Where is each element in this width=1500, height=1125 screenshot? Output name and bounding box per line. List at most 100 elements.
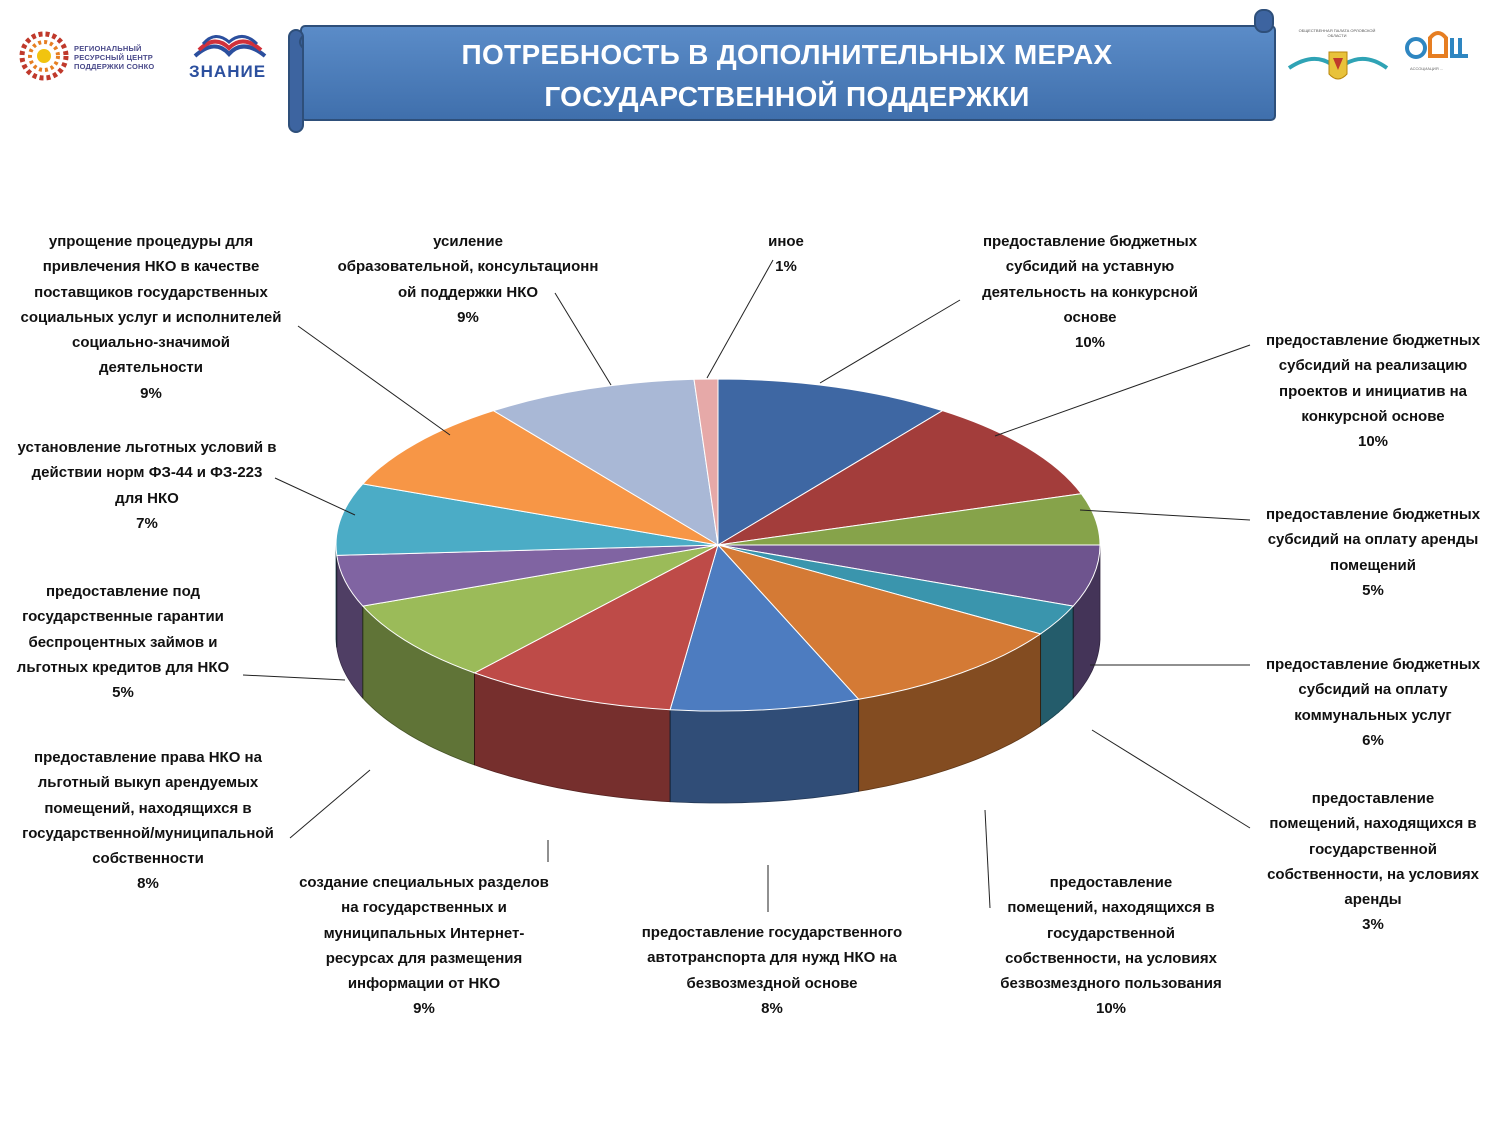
slice-label-9: предоставление под государственные гарант…	[0, 579, 248, 705]
slice-label-8: предоставление права НКО на льготный выку…	[0, 745, 298, 897]
slice-label-text: безвозмездного пользования	[1000, 975, 1222, 993]
slice-label-text: установление льготных условий в	[17, 439, 277, 456]
slice-percent: 10%	[1357, 433, 1389, 451]
title-line-1: ПОТРЕБНОСТЬ В ДОПОЛНИТЕЛЬНЫХ МЕРАХ	[461, 39, 1113, 70]
slice-percent: 8%	[137, 875, 159, 893]
page-title: ПОТРЕБНОСТЬ В ДОПОЛНИТЕЛЬНЫХ МЕРАХ ГОСУД…	[327, 34, 1247, 118]
slice-percent: 9%	[457, 308, 479, 326]
znanie-logo: ЗНАНИЕ	[185, 26, 275, 86]
slice-label-10: установление льготных условий в действии …	[2, 435, 292, 536]
slice-label-text: предоставление	[1311, 790, 1435, 807]
slice-label-text: предоставление государственного	[641, 924, 903, 941]
slice-label-text: информации от НКО	[347, 975, 501, 993]
slice-label-4: предоставление помещений, находящихся в го…	[1248, 786, 1498, 938]
slice-label-text: проектов и инициатив на	[1279, 382, 1467, 400]
pie-slice-10	[335, 483, 719, 556]
pie-slice-6	[669, 544, 860, 712]
slice-label-text: аренды	[1344, 891, 1402, 909]
slice-label-2: предоставление бюджетных субсидий на опла…	[1243, 502, 1500, 603]
slice-label-text: собственности	[92, 850, 204, 868]
leader-line-5	[984, 809, 991, 909]
slice-label-1: предоставление бюджетных субсидий на реал…	[1243, 328, 1500, 454]
slice-label-text: действии норм ФЗ-44 и ФЗ-223	[31, 464, 263, 482]
slice-label-7: создание специальных разделов на государс…	[279, 870, 569, 1022]
slice-label-text: помещений, находящихся в	[44, 799, 252, 817]
leader-line-11	[297, 325, 451, 436]
leader-line-10	[274, 477, 356, 516]
slice-label-3: предоставление бюджетных субсидий на опла…	[1243, 652, 1500, 753]
slice-label-5: предоставление помещений, находящихся в го…	[976, 870, 1246, 1022]
slice-label-11: упрощение процедуры для привлечения НКО в…	[1, 229, 301, 406]
slice-label-text: предоставление под	[45, 583, 201, 600]
slice-label-text: государственной/муниципальной	[22, 824, 274, 842]
slice-percent: 8%	[761, 999, 783, 1017]
title-line-2: ГОСУДАРСТВЕННОЙ ПОДДЕРЖКИ	[544, 81, 1030, 112]
slice-percent: 6%	[1362, 731, 1384, 749]
slice-label-text: основе	[1063, 308, 1117, 326]
sun-emblem-icon	[19, 31, 69, 81]
slice-label-text: ой поддержки НКО	[397, 283, 539, 301]
pie-side-walls	[335, 545, 1101, 804]
slice-label-text: деятельности	[99, 359, 203, 377]
slice-percent: 9%	[413, 1000, 435, 1018]
slice-label-text: беспроцентных займов и	[28, 633, 218, 651]
leader-line-8	[289, 769, 371, 839]
slice-percent: 9%	[140, 384, 162, 402]
pie-side-6	[669, 698, 859, 804]
pie-slice-13	[693, 378, 719, 546]
slice-label-text: образовательной, консультационн	[337, 258, 599, 276]
leader-line-4	[1091, 729, 1251, 829]
logo-left-line-1: РЕГИОНАЛЬНЫЙ	[74, 44, 142, 53]
slice-label-text: автотранспорта для нужд НКО на	[647, 949, 897, 967]
slice-label-text: для НКО	[115, 489, 179, 507]
slice-label-text: государственной	[1309, 840, 1437, 858]
leader-lines	[242, 259, 1251, 912]
leader-line-1	[994, 344, 1251, 437]
slice-label-text: социальных услуг и исполнителей	[20, 308, 282, 326]
slice-percent: 10%	[1074, 334, 1106, 352]
slice-label-text: на государственных и	[341, 899, 507, 917]
slice-label-text: помещений, находящихся в	[1007, 899, 1215, 917]
title-banner: ПОТРЕБНОСТЬ В ДОПОЛНИТЕЛЬНЫХ МЕРАХ ГОСУД…	[287, 6, 1277, 136]
slice-label-text: субсидий на оплату аренды	[1267, 531, 1479, 549]
slice-percent: 10%	[1095, 1000, 1127, 1018]
leader-line-12	[554, 292, 612, 386]
regional-resource-center-logo: РЕГИОНАЛЬНЫЙ РЕСУРСНЫЙ ЦЕНТР ПОДДЕРЖКИ С…	[18, 26, 168, 88]
slice-label-text: безвозмездной основе	[686, 974, 858, 992]
slice-label-text: коммунальных услуг	[1294, 706, 1452, 724]
slice-label-text: усиление	[433, 233, 503, 250]
slice-percent: 5%	[112, 684, 134, 702]
open-book-icon	[193, 35, 267, 58]
public-chamber-logo: ОБЩЕСТВЕННАЯ ПАЛАТА ОРЛОВСКОЙ ОБЛАСТИ	[1283, 24, 1393, 88]
slice-label-text: ресурсах для размещения	[325, 949, 523, 967]
slice-label-0: предоставление бюджетных субсидий на уста…	[955, 229, 1225, 355]
pie-slice-5	[716, 544, 1042, 700]
slice-percent: 1%	[775, 258, 797, 276]
pie-slice-3	[717, 544, 1101, 607]
pie-slice-11	[361, 410, 719, 546]
znanie-word: ЗНАНИЕ	[189, 62, 267, 81]
slice-label-text: социально-значимой	[72, 334, 230, 352]
public-chamber-text: ОБЩЕСТВЕННАЯ ПАЛАТА ОРЛОВСКОЙ ОБЛАСТИ	[1298, 28, 1376, 38]
slice-label-text: собственности, на условиях	[1005, 949, 1217, 967]
slice-label-text: льготный выкуп арендуемых	[37, 774, 259, 792]
slice-label-text: деятельность на конкурсной	[982, 283, 1198, 301]
slice-label-text: помещений	[1330, 556, 1416, 574]
slice-label-text: поставщиков государственных	[34, 283, 268, 301]
slice-label-text: иное	[768, 233, 804, 250]
slice-label-text: предоставление	[1049, 874, 1173, 891]
slice-label-text: предоставление бюджетных	[1265, 506, 1481, 523]
leader-line-13	[706, 259, 774, 379]
pie-top-face	[335, 378, 1101, 712]
pie-slice-0	[717, 378, 944, 546]
association-text: АССОЦИАЦИЯ ...	[1410, 66, 1444, 71]
slice-label-text: государственной	[1047, 924, 1175, 942]
pie-slice-12	[492, 378, 719, 546]
slice-label-text: субсидий на реализацию	[1278, 357, 1468, 375]
leader-line-9	[242, 674, 346, 681]
slice-label-13: иное 1%	[741, 229, 831, 280]
association-mark-icon	[1405, 31, 1468, 59]
logo-left-line-3: ПОДДЕРЖКИ СОНКО	[74, 62, 155, 71]
slice-label-6: предоставление государственного автотранс…	[617, 920, 927, 1021]
